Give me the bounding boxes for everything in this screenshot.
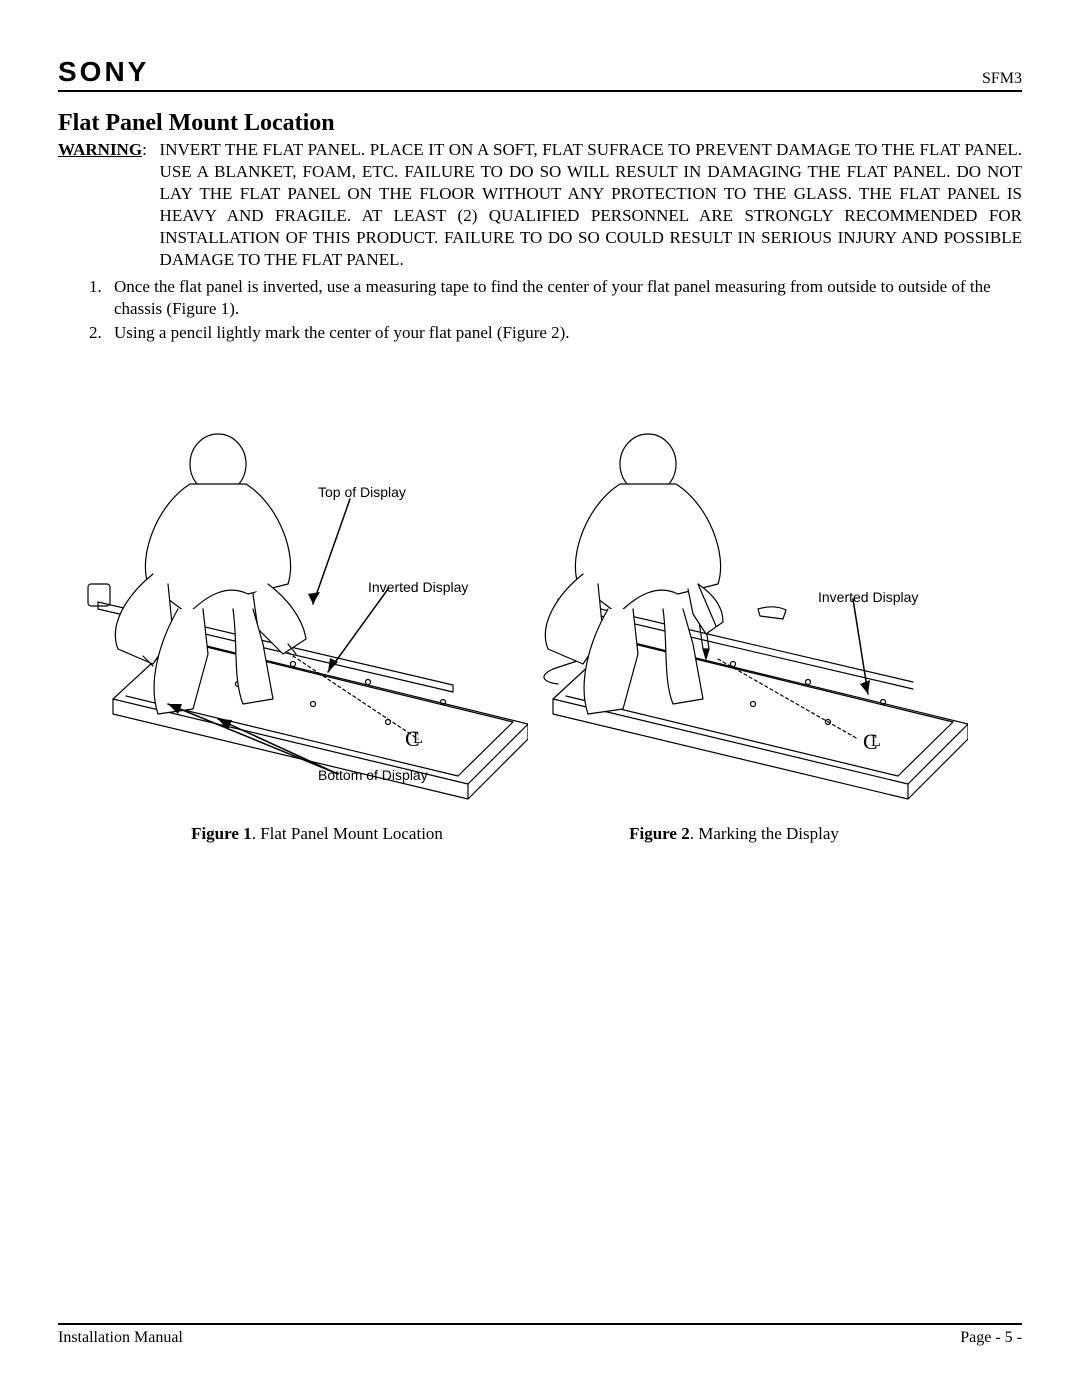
step-item: Using a pencil lightly mark the center o…	[106, 322, 1022, 344]
page: SONY SFM3 Flat Panel Mount Location WARN…	[0, 0, 1080, 1397]
figure-1-caption: Figure 1. Flat Panel Mount Location	[191, 824, 443, 844]
step-item: Once the flat panel is inverted, use a m…	[106, 276, 1022, 320]
figure-2-caption: Figure 2. Marking the Display	[629, 824, 839, 844]
footer: Installation Manual Page - 5 -	[58, 1323, 1022, 1347]
footer-right: Page - 5 -	[960, 1329, 1022, 1347]
model-code: SFM3	[982, 70, 1022, 88]
section-title: Flat Panel Mount Location	[58, 110, 1022, 137]
header: SONY SFM3	[58, 56, 1022, 92]
figure-captions: Figure 1. Flat Panel Mount Location Figu…	[58, 824, 1022, 844]
brand-logo: SONY	[58, 56, 149, 88]
warning-colon: :	[142, 139, 159, 272]
steps-list: Once the flat panel is inverted, use a m…	[58, 276, 1022, 344]
warning-label: WARNING	[58, 139, 142, 272]
warning-block: WARNING : INVERT THE FLAT PANEL. PLACE I…	[58, 139, 1022, 272]
label-top-of-display: Top of Display	[318, 484, 406, 500]
label-inverted-display-1: Inverted Display	[368, 579, 468, 595]
centerline-symbol-1: CL	[405, 726, 420, 752]
footer-left: Installation Manual	[58, 1329, 183, 1347]
label-inverted-display-2: Inverted Display	[818, 589, 918, 605]
centerline-symbol-2: CL	[863, 729, 878, 755]
warning-text: INVERT THE FLAT PANEL. PLACE IT ON A SOF…	[160, 139, 1022, 272]
figures-area: Top of Display Inverted Display Bottom o…	[58, 384, 1022, 824]
label-bottom-of-display: Bottom of Display	[318, 767, 428, 783]
